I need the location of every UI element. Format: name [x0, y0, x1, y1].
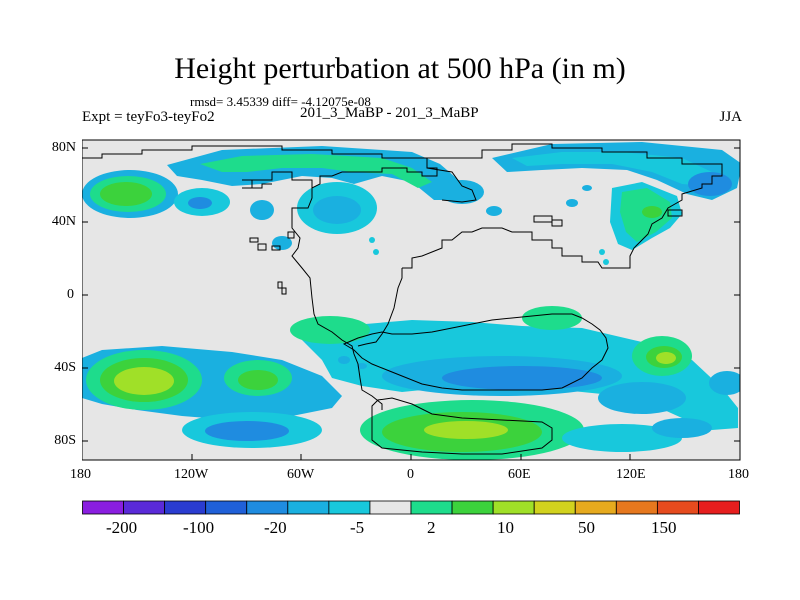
- colorbar-cell: [698, 500, 740, 515]
- colorbar-cell: [246, 500, 289, 515]
- x-tick-label: 60E: [508, 467, 531, 482]
- contour-blob: [290, 316, 370, 344]
- contour-blob: [100, 182, 152, 206]
- colorbar-cell: [205, 500, 248, 515]
- coastlines: [82, 143, 723, 455]
- contour-blob: [205, 421, 289, 441]
- colorbar-cell: [451, 500, 494, 515]
- colorbar-cell: [410, 500, 453, 515]
- contour-blob: [442, 366, 602, 390]
- colorbar-cell: [164, 500, 207, 515]
- figure-title: Height perturbation at 500 hPa (in m): [174, 52, 626, 85]
- contour-blob: [652, 418, 712, 438]
- colorbar: [82, 500, 740, 515]
- x-tick-label: 180: [728, 467, 749, 482]
- case-label: 201_3_MaBP - 201_3_MaBP: [300, 105, 479, 121]
- experiment-label: Expt = teyFo3-teyFo2: [82, 109, 215, 125]
- contour-blob: [238, 370, 278, 390]
- contour-blob: [522, 306, 582, 330]
- contour-blob: [562, 424, 682, 452]
- y-tick-label: 40S: [54, 360, 76, 375]
- colorbar-cell: [656, 500, 699, 515]
- x-tick-label: 120W: [174, 467, 209, 482]
- colorbar-label: -200: [106, 518, 138, 537]
- x-axis: [82, 454, 741, 460]
- x-tick-label: 180: [70, 467, 91, 482]
- y-tick-label: 80S: [54, 433, 76, 448]
- contour-blob: [313, 196, 361, 224]
- y-tick-label: 80N: [51, 140, 76, 155]
- coastline-south-america: [342, 313, 609, 391]
- contour-blob: [566, 199, 578, 207]
- colorbar-label: 10: [497, 518, 514, 537]
- colorbar-label: -100: [183, 518, 215, 537]
- colorbar-cell: [615, 500, 658, 515]
- contour-blob: [642, 206, 662, 218]
- colorbar-label: -5: [350, 518, 365, 537]
- contour-blob: [114, 367, 174, 395]
- coastline-islands: [249, 209, 683, 295]
- coastline-africa: [357, 268, 403, 347]
- coastline-antarctica: [371, 397, 553, 455]
- x-tick-label: 120E: [616, 467, 646, 482]
- contour-blob: [582, 185, 592, 191]
- y-axis: [82, 147, 740, 442]
- colorbar-label: -20: [264, 518, 287, 537]
- rmsd-diff-label: rmsd= 3.45339 diff= -4.12075e-08: [190, 94, 371, 109]
- contour-blob: [200, 154, 432, 188]
- colorbar-cell: [492, 500, 535, 515]
- map-plot: [82, 139, 741, 461]
- contour-blob: [598, 382, 686, 414]
- colorbar-label: 2: [427, 518, 436, 537]
- contour-blob: [599, 249, 605, 255]
- x-tick-label: 0: [407, 467, 414, 482]
- contour-blob: [603, 259, 609, 265]
- y-tick-label: 0: [67, 287, 74, 302]
- contour-blob: [369, 237, 375, 243]
- contour-blob: [357, 363, 367, 369]
- contour-blob: [486, 206, 502, 216]
- coastline-north-america: [82, 145, 438, 189]
- coastline-europe: [426, 167, 477, 203]
- coastline-north-america: [291, 188, 383, 410]
- contour-blob: [424, 421, 508, 439]
- contour-blob: [709, 371, 740, 395]
- colorbar-cell: [287, 500, 330, 515]
- contour-blob: [338, 356, 350, 364]
- y-tick-label: 40N: [51, 214, 76, 229]
- colorbar-label: 50: [578, 518, 595, 537]
- contour-blob: [188, 197, 212, 209]
- colorbar-cell: [574, 500, 617, 515]
- colorbar-cell: [82, 500, 124, 515]
- contour-blob: [512, 152, 712, 186]
- colorbar-label: 150: [651, 518, 677, 537]
- contour-blob: [440, 180, 484, 204]
- season-label: JJA: [719, 109, 742, 125]
- coastline-eurasia: [402, 143, 723, 269]
- colorbar-cell: [328, 500, 371, 515]
- colorbar-cell: [123, 500, 166, 515]
- x-tick-label: 60W: [287, 467, 315, 482]
- coastline-north-america: [242, 179, 272, 189]
- colorbar-cell: [369, 500, 412, 515]
- colorbar-cell: [533, 500, 576, 515]
- contour-fill: [82, 142, 740, 460]
- contour-blob: [250, 200, 274, 220]
- contour-blob: [656, 352, 676, 364]
- contour-blob: [373, 249, 379, 255]
